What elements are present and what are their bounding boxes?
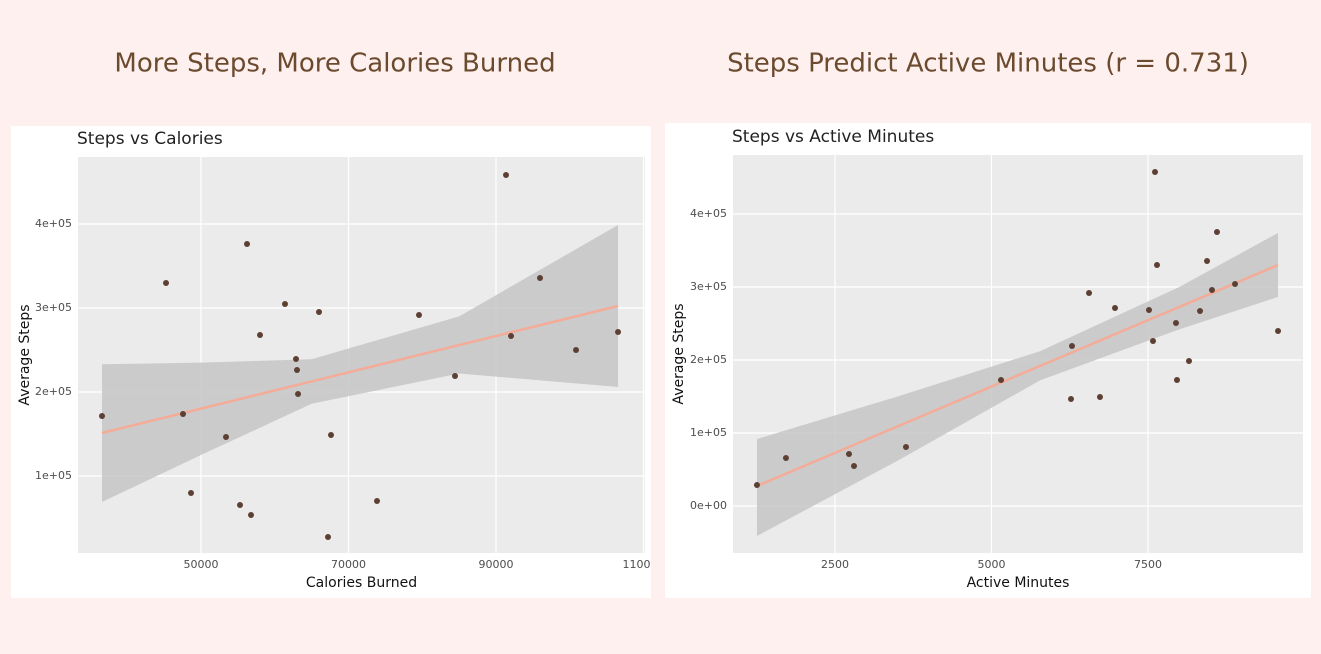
point	[1112, 305, 1119, 312]
point	[416, 311, 423, 318]
y-tick-label: 4e+05	[690, 207, 727, 220]
point	[98, 413, 105, 420]
y-tick-label: 1e+05	[690, 426, 727, 439]
point	[374, 498, 381, 505]
point	[1096, 393, 1103, 400]
point	[248, 511, 255, 518]
point	[1186, 358, 1192, 365]
x-tick-label: 7500	[1134, 558, 1162, 571]
point	[1275, 328, 1282, 335]
point	[257, 331, 264, 338]
chart-title: Steps vs Active Minutes	[732, 127, 934, 147]
point	[573, 346, 580, 353]
x-tick-label: 2500	[821, 558, 849, 571]
point	[508, 332, 515, 339]
y-tick-label: 2e+05	[35, 385, 72, 398]
point	[753, 481, 760, 488]
point	[328, 432, 335, 439]
point	[237, 501, 244, 508]
point	[1150, 338, 1157, 345]
point	[223, 434, 230, 441]
point	[1068, 342, 1075, 349]
y-tick-label: 1e+05	[35, 469, 72, 482]
point	[902, 444, 909, 451]
y-tick-label: 0e+00	[690, 499, 727, 512]
chart-title: Steps vs Calories	[77, 129, 223, 149]
confidence-band	[101, 225, 619, 503]
y-tick-label: 2e+05	[690, 353, 727, 366]
x-tick-label: 5000	[977, 558, 1005, 571]
point	[188, 489, 195, 496]
point	[1172, 319, 1179, 326]
point	[452, 373, 459, 380]
x-tick-label: 110000	[623, 558, 665, 571]
y-tick-label: 3e+05	[35, 301, 72, 314]
point	[244, 240, 251, 247]
point	[851, 462, 858, 469]
point	[1154, 262, 1161, 269]
point	[503, 172, 510, 179]
point	[1213, 229, 1220, 236]
x-axis-label: Active Minutes	[967, 575, 1070, 591]
point	[325, 533, 332, 540]
point	[615, 329, 622, 336]
point	[1232, 280, 1239, 287]
point	[998, 376, 1005, 383]
point	[294, 366, 301, 373]
panel-heading: More Steps, More Calories Burned	[114, 49, 555, 79]
point	[782, 454, 789, 461]
y-tick-label: 4e+05	[35, 217, 72, 230]
point	[1086, 289, 1093, 296]
x-tick-label: 90000	[479, 558, 514, 571]
point	[1152, 169, 1159, 176]
point	[1067, 395, 1074, 402]
point	[180, 411, 187, 418]
y-axis-label: Average Steps	[671, 303, 687, 404]
x-axis-label: Calories Burned	[306, 575, 417, 591]
point	[1208, 286, 1215, 293]
chart-panel: 1e+05 2e+05 3e+05 4e+05 50000 70000 90000 11000…	[11, 126, 665, 598]
y-axis-label: Average Steps	[17, 304, 33, 405]
fit-line	[101, 304, 619, 435]
point	[316, 309, 323, 316]
point	[293, 355, 300, 362]
point	[1204, 257, 1211, 264]
chart-panel: 0e+00 1e+05 2e+05 3e+05 4e+05 2500 5000 7500 Act…	[665, 123, 1311, 598]
x-tick-label: 70000	[331, 558, 366, 571]
point	[282, 300, 289, 307]
y-tick-label: 3e+05	[690, 280, 727, 293]
point	[537, 275, 544, 282]
point	[1173, 376, 1180, 383]
point	[295, 391, 302, 398]
point	[163, 279, 170, 286]
point	[1197, 308, 1204, 315]
panel-heading: Steps Predict Active Minutes (r = 0.731)	[727, 49, 1249, 79]
point	[1145, 306, 1152, 313]
point	[846, 451, 853, 458]
x-tick-label: 50000	[184, 558, 219, 571]
